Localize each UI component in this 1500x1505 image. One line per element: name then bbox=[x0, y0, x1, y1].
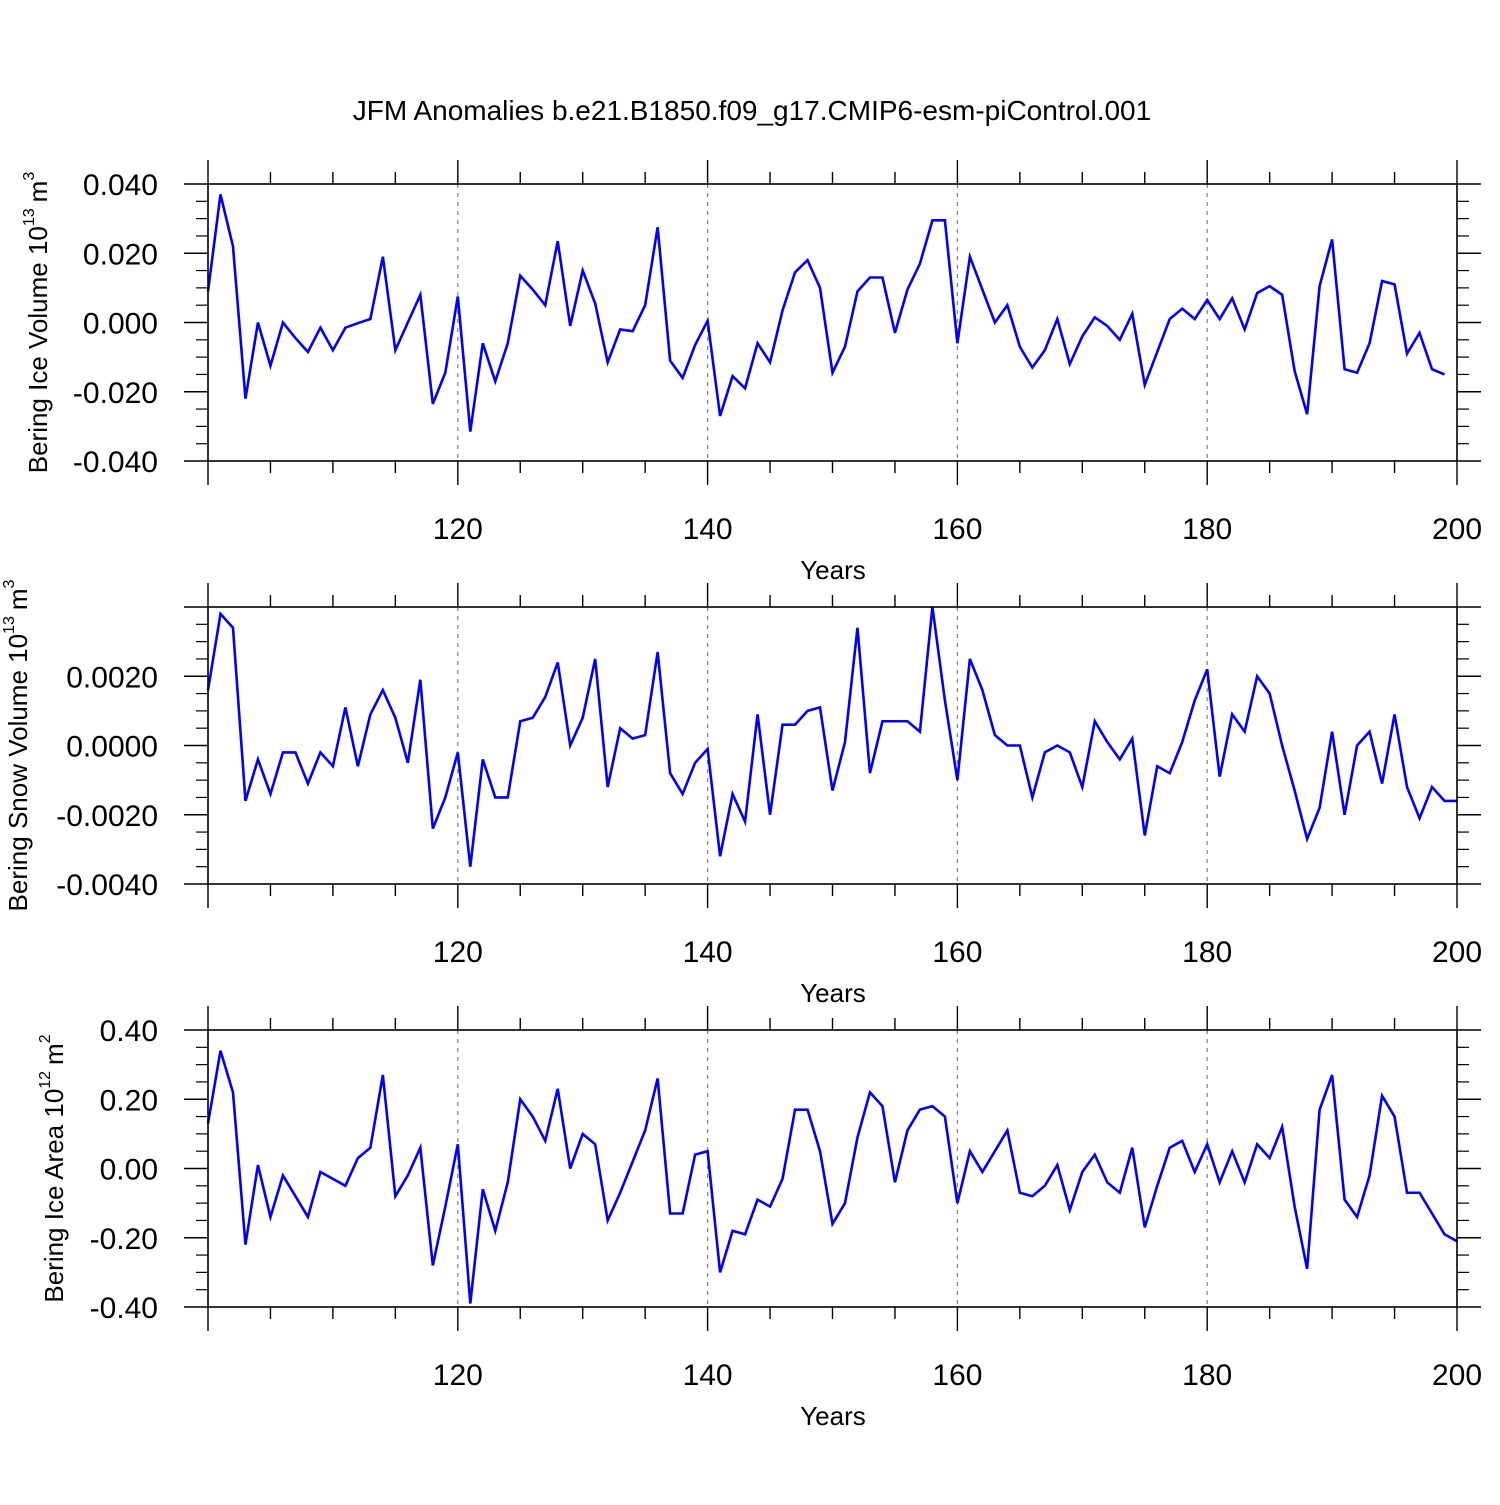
y-tick-label: 0.00 bbox=[100, 1154, 158, 1187]
y-tick-label: 0.000 bbox=[83, 308, 158, 341]
y-tick-label: -0.0020 bbox=[56, 800, 158, 833]
ice-volume-panel: 120 140 160 180 200 Years 0.040 0.020 0.000 -0.02… bbox=[21, 160, 1482, 585]
y-label-unit: m bbox=[23, 181, 53, 203]
y-tick-label: -0.020 bbox=[73, 377, 158, 410]
x-tick-label: 180 bbox=[1182, 1359, 1232, 1392]
x-tick-label: 180 bbox=[1182, 936, 1232, 969]
x-tick-label: 120 bbox=[433, 1359, 483, 1392]
x-tick-label: 140 bbox=[683, 936, 733, 969]
plot-frame bbox=[207, 1029, 1458, 1308]
y-label-unit-exponent: 2 bbox=[37, 1034, 54, 1043]
y-label-exponent: 13 bbox=[21, 208, 38, 226]
y-axis-label: Bering Snow Volume 1013 m3 bbox=[1, 579, 33, 911]
figure-title: JFM Anomalies b.e21.B1850.f09_g17.CMIP6-… bbox=[353, 95, 1151, 126]
y-tick-label: -0.40 bbox=[90, 1292, 158, 1325]
x-axis-label: Years bbox=[800, 555, 866, 585]
y-tick-label: -0.20 bbox=[90, 1223, 158, 1256]
y-tick-label: 0.0020 bbox=[66, 661, 158, 694]
x-tick-label: 160 bbox=[932, 1359, 982, 1392]
x-axis-label: Years bbox=[800, 1401, 866, 1431]
series-line bbox=[206, 194, 1446, 432]
x-tick-label: 140 bbox=[683, 513, 733, 546]
y-label-exponent: 12 bbox=[37, 1071, 54, 1089]
x-tick-label: 120 bbox=[433, 513, 483, 546]
snow-volume-panel: 120 140 160 180 200 Years 0.0020 0.0000 -0.0020 -… bbox=[1, 579, 1482, 1008]
y-label-unit: m bbox=[3, 588, 33, 610]
x-tick-label: 200 bbox=[1432, 936, 1482, 969]
x-tick-label: 180 bbox=[1182, 513, 1232, 546]
y-tick-label: 0.020 bbox=[83, 238, 158, 271]
y-axis-label: Bering Ice Area 1012 m2 bbox=[37, 1034, 69, 1302]
y-tick-label: 0.0000 bbox=[66, 731, 158, 764]
x-tick-label: 140 bbox=[683, 1359, 733, 1392]
series-line bbox=[206, 1050, 1458, 1304]
y-label-exponent: 13 bbox=[1, 616, 18, 634]
y-label-text: Bering Ice Volume 10 bbox=[23, 226, 53, 473]
y-axis-label: Bering Ice Volume 1013 m3 bbox=[21, 172, 53, 474]
y-tick-label: 0.40 bbox=[100, 1015, 158, 1048]
plot-frame bbox=[207, 606, 1458, 885]
y-label-unit: m bbox=[39, 1043, 69, 1065]
series-line bbox=[206, 606, 1457, 867]
x-tick-label: 200 bbox=[1432, 513, 1482, 546]
ice-area-panel: 120 140 160 180 200 Years 0.40 0.20 0.00 -0.20 -0.… bbox=[37, 1006, 1482, 1431]
x-tick-label: 160 bbox=[932, 936, 982, 969]
y-tick-label: -0.0040 bbox=[56, 869, 158, 902]
y-label-text: Bering Snow Volume 10 bbox=[3, 634, 33, 912]
plot-frame bbox=[207, 183, 1458, 462]
y-tick-label: -0.040 bbox=[73, 446, 158, 479]
y-label-unit-exponent: 3 bbox=[1, 579, 18, 588]
x-tick-label: 160 bbox=[932, 513, 982, 546]
x-axis-label: Years bbox=[800, 978, 866, 1008]
y-label-text: Bering Ice Area 10 bbox=[39, 1089, 69, 1303]
y-tick-label: 0.040 bbox=[83, 169, 158, 202]
x-tick-label: 120 bbox=[433, 936, 483, 969]
x-tick-label: 200 bbox=[1432, 1359, 1482, 1392]
y-tick-label: 0.20 bbox=[100, 1084, 158, 1117]
y-label-unit-exponent: 3 bbox=[21, 172, 38, 181]
